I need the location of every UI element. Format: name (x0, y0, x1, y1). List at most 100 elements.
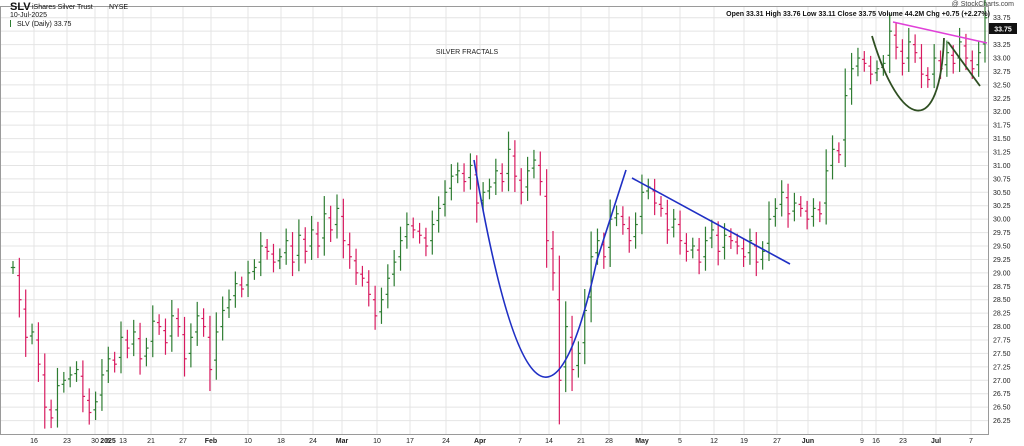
y-tick-label: 32.50 (993, 82, 1011, 89)
ohlc-bar (525, 156, 530, 201)
y-tick-label: 30.25 (993, 203, 1011, 210)
plot-frame (0, 6, 989, 435)
ohlc-bar (798, 196, 803, 217)
ohlc-bar (23, 289, 28, 357)
x-tick-label: 5 (678, 438, 682, 445)
y-tick-label: 31.00 (993, 163, 1011, 170)
ohlc-bar (639, 174, 645, 235)
ohlc-bar (271, 243, 276, 273)
ohlc-bar (296, 219, 302, 272)
ohlc-bar (976, 40, 981, 77)
y-tick-label: 30.00 (993, 217, 1011, 224)
ohlc-bar (61, 371, 67, 393)
x-tick-label: 7 (518, 438, 522, 445)
ohlc-bar (925, 67, 931, 88)
x-tick-label: 21 (577, 438, 585, 445)
ohlc-bar (328, 205, 333, 242)
ohlc-bar (220, 296, 225, 341)
ohlc-bar (360, 265, 365, 287)
ohlc-bar (715, 221, 721, 266)
ohlc-bar (487, 178, 492, 200)
ohlc-bar (709, 219, 715, 249)
x-tick-label: 30 (91, 438, 99, 445)
y-tick-label: 33.25 (993, 42, 1011, 49)
ohlc-bar (385, 264, 391, 309)
ohlc-bar (175, 308, 181, 337)
chg-value: +0.75 (+2.27%) (941, 11, 990, 18)
cup-pattern-line (473, 159, 598, 378)
ohlc-bar (703, 226, 708, 271)
x-tick-label: 12 (710, 438, 718, 445)
ohlc-bar (430, 210, 435, 255)
x-tick-label: 28 (605, 438, 613, 445)
y-tick-label: 29.25 (993, 257, 1011, 264)
ohlc-bar (862, 51, 867, 72)
ohlc-bar (754, 232, 759, 277)
x-tick-label: 16 (872, 438, 880, 445)
ohlc-bar (963, 33, 969, 71)
ohlc-bar (531, 149, 537, 179)
ohlc-bar (493, 158, 499, 195)
ohlc-bar (264, 239, 270, 260)
y-tick-label: 29.50 (993, 244, 1011, 251)
ohlc-bar (398, 226, 403, 271)
ohlc-bar (576, 341, 581, 378)
ohlc-bar (499, 163, 505, 192)
small-cup-pattern-line (871, 35, 945, 112)
ohlc-bar (10, 261, 16, 274)
ohlc-bar (42, 353, 47, 429)
ohlc-bar (258, 232, 263, 277)
series-label: SLV (Daily) 33.75 (17, 21, 72, 28)
x-tick-label: 27 (773, 438, 781, 445)
ohlc-bar (315, 221, 321, 259)
ohlc-bar (195, 301, 200, 346)
ohlc-bar (423, 227, 429, 257)
ohlc-bar (80, 360, 86, 413)
date-axis: 16 23 30 6 13 21 27 Feb 10 18 24 Mar 10 17 24 Apr 7 14 21 2… (30, 438, 973, 445)
x-tick-label: 23 (63, 438, 71, 445)
ohlc-bar (982, 0, 988, 63)
open-value: 33.31 (746, 11, 764, 18)
y-tick-label: 27.75 (993, 338, 1011, 345)
ohlc-bar (646, 178, 651, 200)
x-tick-label: 17 (406, 438, 414, 445)
price-axis: 26.25 26.50 26.75 27.00 27.25 27.50 27.75 28.00… (993, 15, 1011, 425)
ohlc-bar (690, 237, 695, 259)
ohlc-bar (341, 198, 346, 259)
ohlc-bar (614, 205, 619, 227)
low-value: 33.11 (818, 11, 836, 18)
x-tick-label: Apr (474, 438, 486, 445)
x-tick-label: 7 (969, 438, 973, 445)
ohlc-bar (843, 68, 848, 168)
y-tick-label: 33.75 (993, 15, 1011, 22)
y-tick-label: 32.00 (993, 109, 1011, 116)
x-tick-label: 10 (244, 438, 252, 445)
ohlc-bar (137, 322, 143, 375)
chart-date: 10-Jul-2025 (10, 12, 47, 19)
ohlc-bar (906, 27, 911, 72)
y-tick-label: 26.50 (993, 405, 1011, 412)
ohlc-bar (353, 248, 359, 285)
ohlc-bar (804, 200, 810, 230)
y-tick-label: 31.50 (993, 136, 1011, 143)
ohlc-bar (519, 168, 524, 205)
ohlc-bar (563, 301, 568, 393)
ohlc-bars (10, 0, 988, 429)
x-tick-label: 24 (442, 438, 450, 445)
x-tick-label: Jun (802, 438, 814, 445)
x-tick-label: 23 (899, 438, 907, 445)
pattern-annotations (473, 21, 988, 378)
ohlc-bar (468, 153, 473, 190)
series-legend: SLV (Daily) 33.75 (10, 20, 71, 28)
ohlc-bar (290, 232, 295, 277)
ohlc-bar (252, 259, 257, 280)
ohlc-bar (836, 142, 842, 164)
ohlc-bar (207, 315, 213, 392)
low-label: Low (802, 11, 817, 18)
x-tick-label-year: 2025 (100, 438, 116, 445)
ohlc-bar (874, 60, 880, 82)
chart-grid (1, 7, 988, 434)
chg-label: Chg (926, 11, 940, 18)
y-tick-label: 28.00 (993, 324, 1011, 331)
